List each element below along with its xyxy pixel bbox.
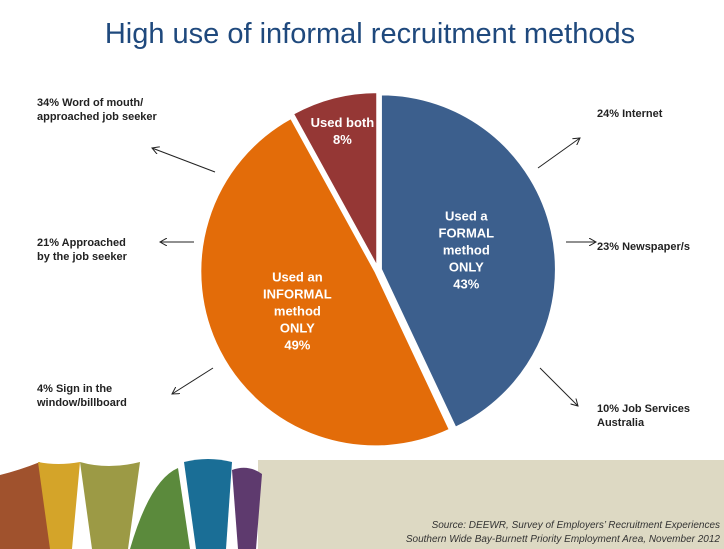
pie-slice xyxy=(291,91,379,268)
pie-slice xyxy=(199,116,452,448)
slice-label: Used a FORMAL method ONLY 43% xyxy=(439,208,495,293)
annotation: 34% Word of mouth/ approached job seeker xyxy=(37,97,157,123)
chart-title: High use of informal recruitment methods xyxy=(104,18,636,50)
source: Source: DEEWR, Survey of Employers’ Recr… xyxy=(431,520,720,531)
annotation: 4% Sign in the window/billboard xyxy=(37,383,127,409)
decoration xyxy=(0,459,262,549)
pie xyxy=(199,91,557,448)
pie-slice xyxy=(379,93,557,430)
source: Southern Wide Bay-Burnett Priority Emplo… xyxy=(405,534,720,545)
slice-category: Used both xyxy=(310,115,375,131)
annotation: 24% Internet xyxy=(597,108,663,120)
footer-band xyxy=(258,460,724,549)
slice-value: 43% xyxy=(453,276,480,292)
arrows xyxy=(152,138,596,406)
slice-value: 8% xyxy=(333,132,352,148)
slice-value: 49% xyxy=(284,337,311,353)
annotation: 10% Job Services Australia xyxy=(597,403,690,429)
slice-label: Used an INFORMAL method ONLY 49% xyxy=(263,269,332,354)
slice-label: Used both 8% xyxy=(311,114,375,148)
annotation: 21% Approached by the job seeker xyxy=(37,237,127,263)
annotation: 23% Newspaper/s xyxy=(597,241,690,253)
slice-category: Used a FORMAL method ONLY xyxy=(438,208,495,275)
slice-category: Used an INFORMAL method ONLY xyxy=(263,269,332,336)
